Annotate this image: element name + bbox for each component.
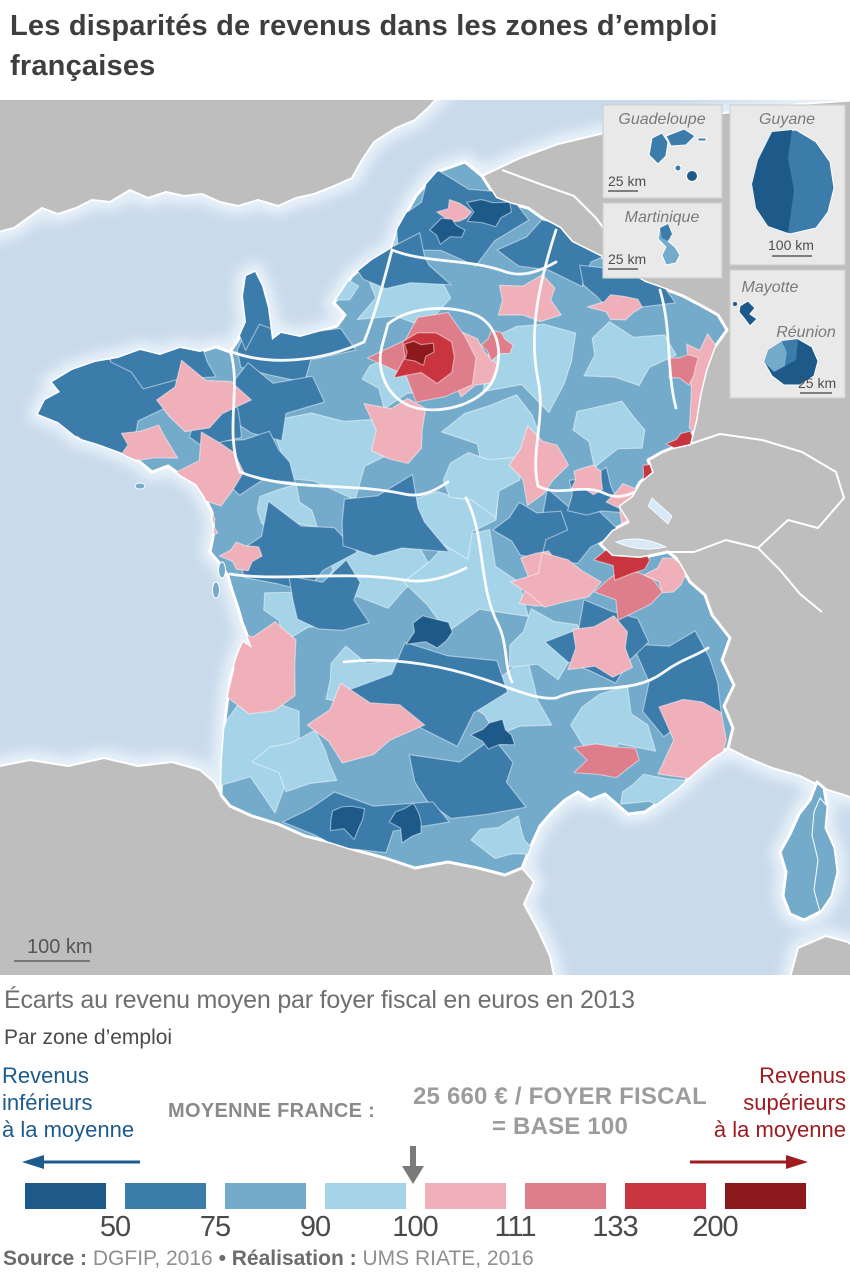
employment-zone (251, 729, 338, 793)
italy-switzerland-border (757, 547, 823, 613)
region-borders (228, 228, 710, 700)
legend-break-values: 50 75 90 100 111 133 200 (99, 1211, 739, 1243)
employment-zone (156, 359, 252, 433)
employment-zone (470, 815, 539, 860)
legend-swatch-3 (225, 1183, 306, 1209)
grande-terre-island (665, 128, 696, 147)
down-arrow-icon (402, 1146, 424, 1184)
employment-zone (643, 557, 687, 594)
employment-zone (403, 528, 529, 633)
employment-zone (586, 294, 643, 321)
main-scale-label: 100 km (27, 936, 93, 958)
realisation-value: UMS RIATE, 2016 (356, 1247, 534, 1270)
employment-zone (569, 464, 604, 496)
legend-swatch-1 (25, 1183, 106, 1209)
source-label: Source : (3, 1247, 88, 1270)
employment-zone (573, 743, 640, 779)
realisation-label: Réalisation : (231, 1247, 357, 1270)
employment-zone (388, 802, 422, 844)
inset-label-mayotte: Mayotte (742, 279, 799, 296)
basse-terre-island (648, 132, 669, 165)
belle-ile-island (134, 482, 146, 490)
inset-label-guyane: Guyane (759, 111, 815, 128)
map-svg: 100 km Guadeloupe 25 km Martinique 25 km (0, 100, 850, 975)
inset-label-martinique: Martinique (625, 209, 700, 226)
right-arrow-icon (690, 1155, 808, 1169)
page-title: Les disparités de revenus dans les zones… (10, 10, 718, 82)
reunion-west-zone (764, 341, 787, 372)
guyane-west-zone (752, 130, 794, 233)
inset-scale-martinique: 25 km (608, 251, 646, 267)
inset-label-guadeloupe: Guadeloupe (618, 111, 705, 128)
employment-zone (429, 217, 466, 245)
employment-zone (329, 805, 366, 841)
employment-zone (593, 569, 664, 621)
employment-zone (470, 718, 516, 750)
employment-zone (218, 541, 263, 572)
france-choropleth-map: 100 km Guadeloupe 25 km Martinique 25 km (0, 100, 850, 975)
marie-galante-island (686, 170, 698, 182)
source-line: Source : DGFIP, 2016 • Réalisation : UMS… (3, 1247, 534, 1271)
main-scale-bar: 100 km (14, 936, 93, 962)
corsica-east-zone (811, 797, 838, 914)
legend-swatch-4 (325, 1183, 406, 1209)
legend-swatch-6 (525, 1183, 606, 1209)
inset-scale-guyane: 100 km (768, 237, 814, 253)
separator-dot: • (218, 1247, 232, 1270)
inset-mayotte-reunion: Mayotte Réunion 25 km (729, 269, 846, 399)
martinique-north-zone (660, 224, 672, 241)
switzerland-border (668, 433, 845, 553)
employment-zone (510, 551, 602, 608)
lake-geneva (614, 538, 668, 550)
legend-swatch-8 (725, 1183, 806, 1209)
legend-swatch-7 (625, 1183, 706, 1209)
inset-scale-reunion: 25 km (798, 375, 836, 391)
inset-guadeloupe: Guadeloupe 25 km (602, 104, 723, 199)
ile-oleron-island (212, 581, 220, 599)
employment-zone (403, 340, 435, 366)
employment-zone (497, 274, 562, 323)
employment-zone (569, 685, 657, 765)
employment-zone (583, 321, 677, 387)
employment-zone (118, 424, 179, 461)
legend-swatch-5 (425, 1183, 506, 1209)
reunion-north-zone (782, 339, 798, 366)
average-france-value: 25 660 € / FOYER FISCAL = BASE 100 (412, 1083, 708, 1140)
employment-zone (466, 198, 512, 228)
lake-neuchatel (647, 497, 673, 525)
inset-guyane: Guyane 100 km (729, 104, 846, 266)
employment-zone (341, 473, 450, 557)
mayotte-islet (733, 302, 737, 306)
map-subtitle-unit: Par zone d’emploi (4, 1026, 173, 1049)
employment-zone (405, 615, 453, 649)
employment-zones (38, 165, 727, 860)
inset-scale-guadeloupe: 25 km (608, 173, 646, 189)
employment-zone (363, 397, 427, 464)
legend-low-label: Revenus inférieurs à la moyenne (2, 1063, 135, 1142)
inset-label-reunion: Réunion (776, 324, 836, 341)
left-arrow-icon (22, 1155, 140, 1169)
inset-martinique: Martinique 25 km (602, 202, 723, 279)
employment-zone (572, 400, 646, 469)
mayotte-island (738, 300, 758, 327)
employment-zone (567, 615, 634, 678)
source-value: DGFIP, 2016 (87, 1247, 219, 1270)
ile-de-re-island (218, 561, 226, 579)
les-saintes-island (674, 164, 682, 172)
employment-zone (408, 736, 527, 820)
map-subtitle: Écarts au revenu moyen par foyer fiscal … (4, 986, 635, 1014)
employment-zone (442, 451, 522, 519)
legend-color-scale (25, 1183, 806, 1209)
la-desirade-island (697, 137, 707, 142)
employment-zone (436, 199, 473, 223)
average-france-label: MOYENNE FRANCE : (168, 1100, 376, 1122)
employment-zone (306, 682, 426, 764)
employment-zone (288, 559, 370, 632)
legend-swatch-2 (125, 1183, 206, 1209)
legend-high-label: Revenus supérieurs à la moyenne (713, 1063, 846, 1142)
